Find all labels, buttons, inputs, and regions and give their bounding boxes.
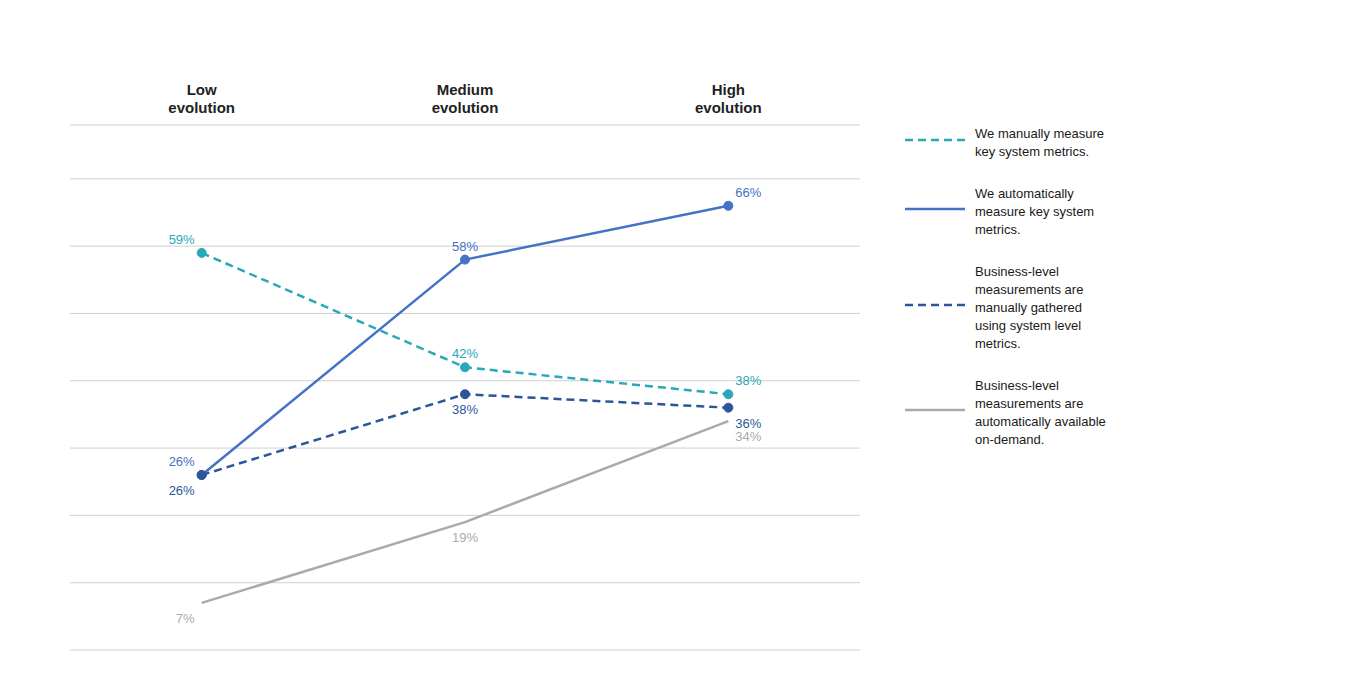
data-label: 59% <box>169 232 195 247</box>
x-axis: Lowevolution Mediumevolution Highevolution <box>168 81 761 116</box>
grid-line <box>70 448 860 449</box>
data-label: 42% <box>452 346 478 361</box>
series-line <box>202 206 729 475</box>
x-tick-label: Highevolution <box>695 81 762 116</box>
data-label: 38% <box>452 402 478 417</box>
grid-line <box>70 515 860 516</box>
chart: Lowevolution Mediumevolution Highevolution… <box>0 0 1366 688</box>
data-label: 7% <box>176 611 195 626</box>
point <box>461 390 470 399</box>
data-label: 38% <box>735 373 761 388</box>
legend-swatch <box>905 409 965 412</box>
data-label: 26% <box>169 483 195 498</box>
point <box>724 403 733 412</box>
point <box>724 390 733 399</box>
point <box>724 201 733 210</box>
grid-line <box>70 313 860 314</box>
data-label: 26% <box>169 454 195 469</box>
point <box>461 363 470 372</box>
grid-line <box>70 650 860 651</box>
legend-label: Business-levelmeasurements aremanually g… <box>975 264 1083 351</box>
point <box>197 471 206 480</box>
data <box>197 201 733 603</box>
series-line <box>202 253 729 394</box>
data-label: 34% <box>735 429 761 444</box>
point <box>197 248 206 257</box>
series-line <box>202 394 729 475</box>
data-label: 58% <box>452 239 478 254</box>
legend-swatch <box>905 139 965 142</box>
x-tick-label: Lowevolution <box>168 81 235 116</box>
legend: We manually measurekey system metrics. We… <box>905 126 1106 447</box>
legend-swatch <box>905 304 965 307</box>
legend-label: We automaticallymeasure key systemmetric… <box>975 186 1094 237</box>
point <box>197 471 206 480</box>
x-tick-label: Mediumevolution <box>432 81 499 116</box>
data-label: 66% <box>735 185 761 200</box>
grid <box>70 125 860 650</box>
grid-line <box>70 178 860 179</box>
axis-line <box>70 125 860 126</box>
page: {"chart_data": { "type": "line", "catego… <box>0 0 1366 688</box>
series-line <box>202 421 729 603</box>
data-labels: 59%26%26%7%58%42%38%19%66%38%36%34% <box>169 185 762 626</box>
grid-line <box>70 582 860 583</box>
legend-label: We manually measurekey system metrics. <box>975 126 1104 159</box>
legend-label: Business-levelmeasurements areautomatica… <box>975 378 1106 447</box>
legend-swatch <box>905 208 965 211</box>
point <box>461 255 470 264</box>
data-label: 19% <box>452 530 478 545</box>
